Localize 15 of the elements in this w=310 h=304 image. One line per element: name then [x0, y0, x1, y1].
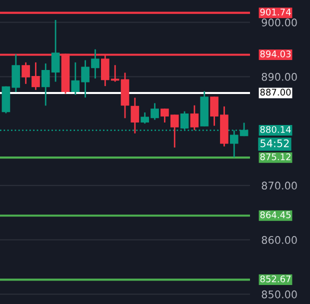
y-tick-label: 860.00	[262, 236, 297, 244]
ref-line-label: 894.03	[260, 50, 291, 58]
ref-line-label: 887.00	[260, 88, 291, 96]
y-tick-label: 870.00	[262, 182, 297, 190]
text: 54:52	[260, 139, 289, 148]
ref-line-label: 852.67	[260, 275, 291, 282]
candlestick	[130, 98, 140, 134]
y-tick-label: 900.00	[262, 18, 297, 26]
ref-line-label: 875.12	[260, 153, 290, 160]
ref-line-label: 864.45	[260, 211, 291, 218]
y-tick-label: 890.00	[262, 72, 297, 81]
ref-line-label: 880.14	[260, 126, 291, 133]
y-tick-label: 850.00	[262, 290, 297, 298]
candlestick	[190, 105, 199, 130]
ref-line-label: 901.74	[260, 8, 291, 16]
